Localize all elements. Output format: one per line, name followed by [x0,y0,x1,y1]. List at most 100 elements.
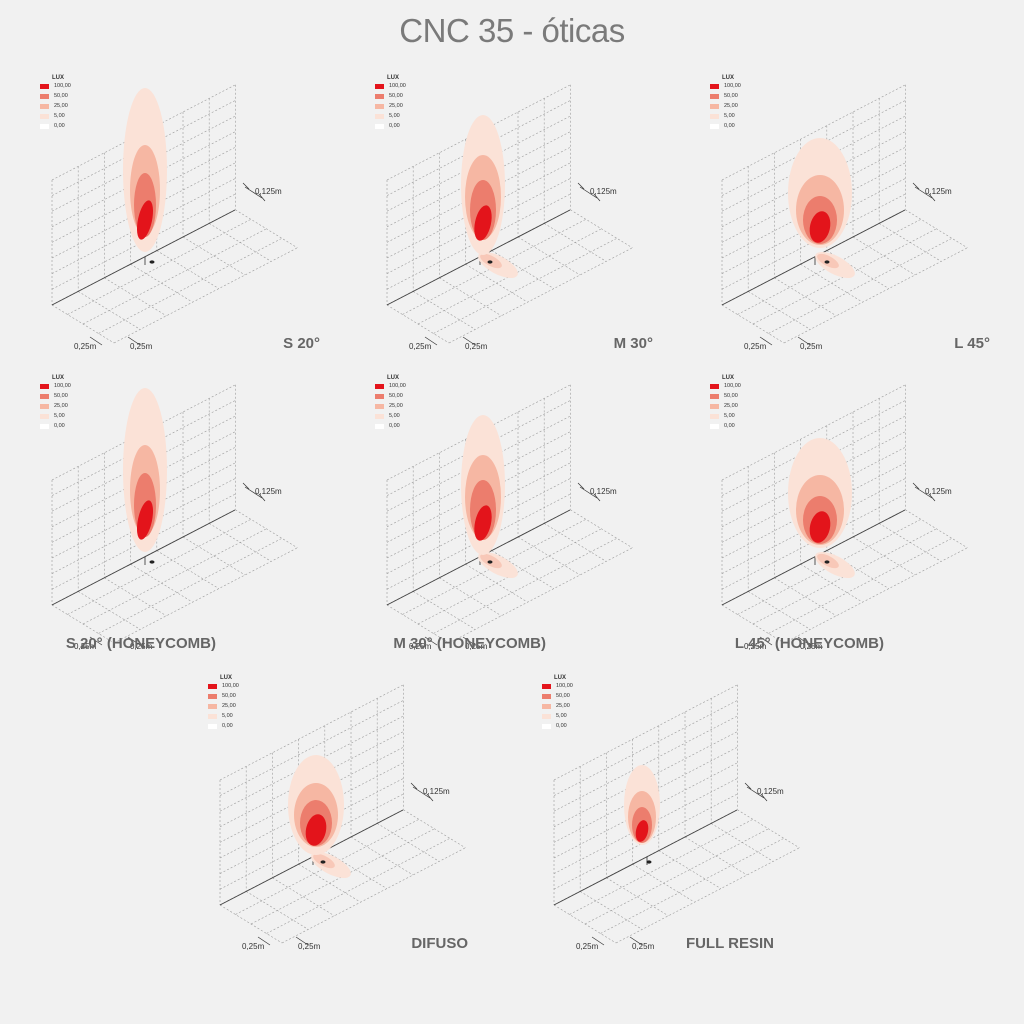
width-dim-label: 0,25m [800,642,823,651]
legend-swatch [710,84,719,89]
optic-label: S 20° [283,335,320,352]
legend-swatch [710,394,719,399]
legend-value: 50,00 [54,393,68,399]
legend-item: 100,00 [542,683,582,690]
legend-value: 25,00 [222,703,236,709]
legend-item: 50,00 [375,393,415,400]
legend-value: 100,00 [724,383,741,389]
isolux-diagram [386,84,633,346]
legend-value: 50,00 [556,693,570,699]
light-distribution [123,388,167,564]
legend-value: 100,00 [54,83,71,89]
legend-swatch [710,114,719,119]
legend-value: 50,00 [724,93,738,99]
light-distribution [288,755,351,879]
legend-item: 25,00 [40,403,80,410]
contour-100-lux [474,505,492,541]
optic-label: L 45° [954,335,990,352]
legend-title: LUX [387,75,399,81]
luminaire-point [824,260,830,264]
legend-swatch [40,424,49,429]
dimension-marks [759,182,936,346]
legend-title: LUX [52,75,64,81]
legend-swatch [375,424,384,429]
legend-swatch [375,114,384,119]
legend-swatch [208,704,217,709]
legend-value: 5,00 [389,113,400,119]
legend-swatch [375,94,384,99]
legend-item: 50,00 [710,393,750,400]
legend-item: 25,00 [40,103,80,110]
optic-label: M 30° (HONEYCOMB) [393,635,546,652]
depth-dim-label: 0,25m [409,642,432,651]
legend-item: 50,00 [40,393,80,400]
legend-value: 25,00 [54,103,68,109]
light-distribution [123,88,167,264]
isolux-panel: LUX 100,00 50,00 25,00 5,00 0,00 0,125m 0,25m 0,… [542,675,842,965]
depth-dim-label: 0,25m [74,342,97,351]
legend-item: 50,00 [710,93,750,100]
isolux-diagram [721,84,968,346]
isometric-grid [386,384,633,644]
depth-dim-label: 0,25m [576,942,599,951]
light-distribution [788,138,855,279]
isolux-panel: LUX 100,00 50,00 25,00 5,00 0,00 0,125m 0,25m 0,… [375,375,675,665]
legend-item: 0,00 [375,423,415,430]
optic-label: M 30° [613,335,653,352]
luminaire-point [149,560,155,564]
isometric-grid [553,684,800,944]
legend-swatch [40,114,49,119]
legend-swatch [710,124,719,129]
optic-label: S 20° (HONEYCOMB) [65,635,216,652]
legend-swatch [375,414,384,419]
dimension-marks [759,482,936,646]
legend-value: 0,00 [54,123,65,129]
legend-item: 100,00 [40,83,80,90]
luminaire-point [646,860,652,864]
legend-swatch [208,694,217,699]
legend-item: 50,00 [208,693,248,700]
isolux-diagram [553,684,800,946]
legend-item: 5,00 [40,413,80,420]
legend-item: 100,00 [40,383,80,390]
optic-label: DIFUSO [411,935,468,952]
legend-swatch [710,94,719,99]
luminaire-point [824,560,830,564]
axes [51,209,236,306]
axes [553,809,738,906]
legend-item: 0,00 [710,423,750,430]
legend-swatch [208,684,217,689]
legend-value: 50,00 [222,693,236,699]
isolux-panel: LUX 100,00 50,00 25,00 5,00 0,00 0,125m 0,25m 0,… [40,375,340,665]
legend-value: 5,00 [54,113,65,119]
light-distribution [788,438,855,579]
legend-title: LUX [722,75,734,81]
depth-dim-label: 0,25m [242,942,265,951]
legend-value: 0,00 [222,723,233,729]
legend-item: 5,00 [710,413,750,420]
legend-swatch [40,104,49,109]
legend-swatch [375,124,384,129]
width-dim-label: 0,25m [130,642,153,651]
contour-100-lux [809,511,831,543]
isolux-panel: LUX 100,00 50,00 25,00 5,00 0,00 0,125m 0,25m 0,… [710,75,1010,365]
legend-item: 5,00 [710,113,750,120]
legend-item: 5,00 [40,113,80,120]
legend-item: 0,00 [375,123,415,130]
height-dim-label: 0,125m [925,187,952,196]
width-dim-label: 0,25m [465,642,488,651]
legend-swatch [40,384,49,389]
optic-label: L 45° (HONEYCOMB) [734,635,884,652]
legend-swatch [375,394,384,399]
legend-title: LUX [387,375,399,381]
dimension-marks [89,182,266,346]
legend-value: 100,00 [389,383,406,389]
axes [721,509,906,606]
axes [51,509,236,606]
legend-item: 5,00 [542,713,582,720]
legend-title: LUX [722,375,734,381]
contour-100-lux [474,205,492,241]
isolux-diagram [51,84,298,346]
legend-item: 50,00 [40,93,80,100]
legend-swatch [542,684,551,689]
